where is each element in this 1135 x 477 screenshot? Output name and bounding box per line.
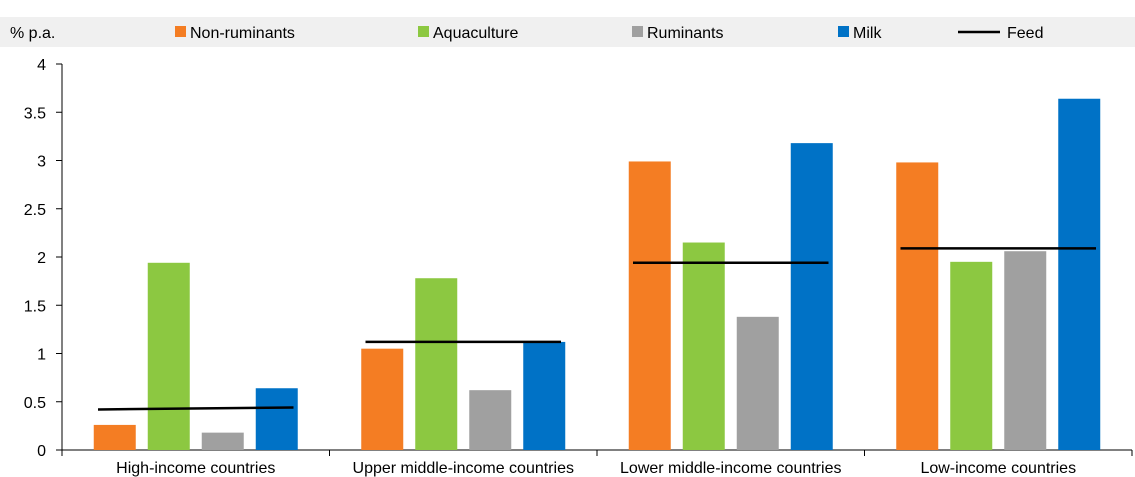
y-tick-label: 3.5: [24, 105, 46, 122]
bars: [93, 98, 1101, 451]
bar-ruminants: [1004, 251, 1047, 450]
legend-swatch-ruminants: [632, 26, 643, 37]
x-category-label: Lower middle-income countries: [620, 460, 841, 477]
bar-milk: [1058, 98, 1101, 451]
bar-milk: [255, 388, 298, 450]
y-tick-label: 4: [37, 57, 46, 74]
bar-ruminants: [469, 390, 512, 450]
bar-non-ruminants: [896, 162, 939, 450]
legend-swatch-aquaculture: [418, 26, 429, 37]
y-tick-label: 2: [37, 250, 46, 267]
bar-aquaculture: [682, 242, 725, 450]
legend-swatch-milk: [838, 26, 849, 37]
bar-aquaculture: [950, 261, 993, 450]
feed-lines: [97, 247, 1096, 411]
legend-label-ruminants: Ruminants: [647, 25, 723, 42]
legend-label-non-ruminants: Non-ruminants: [190, 25, 295, 42]
bar-non-ruminants: [628, 161, 671, 450]
legend-label-feed: Feed: [1007, 25, 1043, 42]
feed-line: [97, 406, 294, 411]
y-tick-label: 3: [37, 154, 46, 171]
y-tick-label: 1.5: [24, 298, 46, 315]
y-axis: 0 0.5 1 1.5 2 2.5 3 3.5 4: [24, 57, 63, 460]
bar-non-ruminants: [93, 424, 136, 450]
x-axis: High-income countries Upper middle-income…: [61, 449, 1133, 477]
x-category-label: High-income countries: [116, 460, 275, 477]
y-axis-unit-label: % p.a.: [10, 25, 55, 42]
bar-non-ruminants: [361, 348, 404, 450]
bar-ruminants: [736, 316, 779, 450]
bar-aquaculture: [415, 278, 458, 450]
bar-milk: [523, 341, 566, 450]
bar-aquaculture: [147, 262, 190, 450]
y-tick-label: 2.5: [24, 202, 46, 219]
y-tick-label: 0.5: [24, 395, 46, 412]
bar-milk: [790, 143, 833, 450]
x-category-label: Low-income countries: [920, 460, 1076, 477]
bar-ruminants: [201, 432, 244, 450]
y-tick-label: 1: [37, 347, 46, 364]
legend-label-milk: Milk: [853, 25, 882, 42]
legend-band: [0, 17, 1135, 47]
legend-swatch-non-ruminants: [175, 26, 186, 37]
y-tick-label: 0: [37, 443, 46, 460]
x-category-label: Upper middle-income countries: [353, 460, 574, 477]
legend-label-aquaculture: Aquaculture: [433, 25, 518, 42]
legend: Non-ruminants Aquaculture Ruminants Milk Fee…: [175, 25, 1043, 42]
